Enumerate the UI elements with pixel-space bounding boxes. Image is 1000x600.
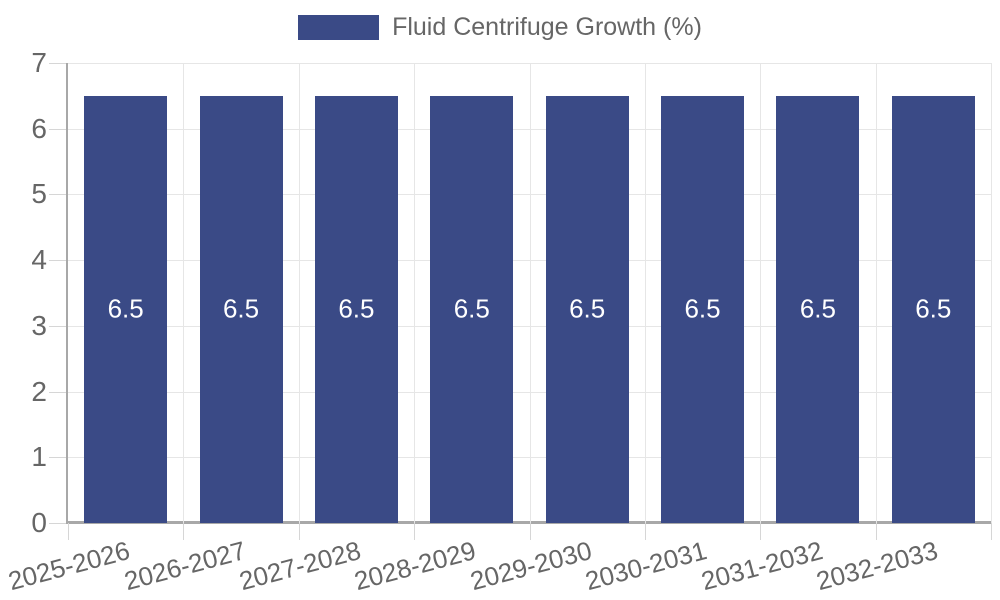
y-tick-1	[49, 457, 67, 459]
y-tick-label-0: 0	[31, 507, 47, 538]
bar-value-label: 6.5	[799, 293, 836, 324]
y-tick-2	[49, 391, 67, 393]
bar-2028-2029[interactable]: 6.5	[430, 95, 514, 523]
y-tick-label-6: 6	[31, 112, 47, 144]
v-gridline-1	[183, 63, 185, 523]
y-tick-label-1: 1	[31, 441, 47, 473]
x-tick-label-2031-2032: 2031-2032	[697, 535, 826, 597]
v-gridline-5	[644, 63, 646, 523]
y-tick-label-3: 3	[31, 309, 47, 341]
legend-item-fluid-centrifuge-growth[interactable]: Fluid Centrifuge Growth (%)	[298, 15, 702, 40]
legend-label: Fluid Centrifuge Growth (%)	[392, 13, 702, 41]
bar-2027-2028[interactable]: 6.5	[314, 95, 398, 523]
bar-value-label: 6.5	[453, 293, 490, 324]
y-tick-label-7: 7	[31, 47, 47, 78]
y-tick-label-4: 4	[31, 244, 47, 276]
y-axis-line	[66, 63, 68, 523]
x-tick-label-2026-2027: 2026-2027	[120, 535, 249, 597]
bar-value-label: 6.5	[107, 293, 144, 324]
bar-2032-2033[interactable]: 6.5	[891, 95, 975, 523]
x-tick-1	[183, 523, 185, 540]
bar-2025-2026[interactable]: 6.5	[84, 95, 168, 523]
y-tick-3	[49, 325, 67, 327]
v-gridline-7	[875, 63, 877, 523]
x-tick-label-2029-2030: 2029-2030	[466, 535, 595, 597]
y-tick-4	[49, 260, 67, 262]
x-tick-0	[68, 523, 69, 540]
bar-value-label: 6.5	[222, 293, 260, 324]
y-tick-label-5: 5	[31, 178, 47, 210]
v-gridline-3	[414, 63, 416, 523]
v-gridline-8	[991, 63, 992, 523]
x-tick-label-2028-2029: 2028-2029	[351, 535, 480, 597]
x-tick-label-2032-2033: 2032-2033	[812, 535, 941, 597]
x-tick-label-2030-2031: 2030-2031	[582, 535, 711, 597]
x-tick-8	[991, 523, 992, 540]
v-gridline-2	[298, 63, 300, 523]
x-axis: 2025-2026 2026-2027 2027-2028 2028-2029 2029…	[5, 523, 992, 600]
x-tick-4	[529, 523, 531, 540]
legend-swatch	[298, 15, 380, 40]
bar-2026-2027[interactable]: 6.5	[199, 95, 283, 523]
bar-value-label: 6.5	[338, 293, 375, 324]
v-gridline-4	[529, 63, 531, 523]
x-tick-3	[414, 523, 416, 540]
bar-2031-2032[interactable]: 6.5	[776, 95, 860, 523]
bar-2030-2031[interactable]: 6.5	[661, 95, 745, 523]
x-tick-2	[298, 523, 300, 540]
v-gridline-6	[760, 63, 762, 523]
y-tick-7	[49, 63, 67, 64]
x-axis-line	[66, 521, 991, 524]
y-tick-0	[49, 523, 67, 524]
y-tick-5	[49, 194, 67, 196]
bar-value-label: 6.5	[684, 293, 721, 324]
bar-value-label: 6.5	[569, 293, 606, 324]
x-tick-7	[875, 523, 877, 540]
bar-value-label: 6.5	[915, 293, 952, 324]
bar-2029-2030[interactable]: 6.5	[545, 95, 629, 523]
plot-area: 6.5 6.5 6.5 6.5 6.5 6.5 6.5 6.5	[66, 63, 992, 524]
x-tick-label-2025-2026: 2025-2026	[5, 535, 134, 597]
x-tick-6	[760, 523, 762, 540]
y-tick-6	[49, 128, 67, 130]
y-tick-label-2: 2	[31, 375, 47, 407]
x-tick-label-2027-2028: 2027-2028	[236, 535, 364, 597]
x-tick-5	[644, 523, 646, 540]
y-axis: 0 1 2 3 4 5 6 7	[0, 49, 68, 537]
legend: Fluid Centrifuge Growth (%)	[0, 15, 1000, 40]
